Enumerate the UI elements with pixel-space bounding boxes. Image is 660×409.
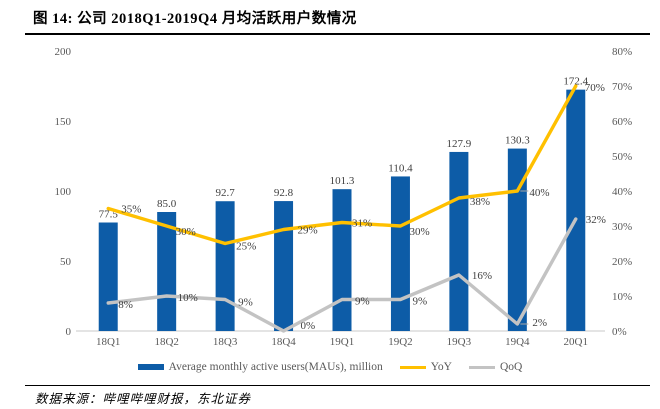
figure-title: 图 14: 公司 2018Q1-2019Q4 月均活跃用户数情况 — [33, 11, 357, 27]
bar-19Q3 — [449, 151, 469, 331]
bar-18Q1 — [98, 222, 118, 331]
x-axis-tick: 18Q1 — [96, 336, 120, 348]
footer-divider — [25, 385, 650, 386]
legend-item-yoy: YoY — [399, 361, 452, 373]
yoy-line — [106, 84, 578, 246]
x-axis-tick: 18Q2 — [154, 336, 178, 348]
yoy-line-swatch-icon — [399, 365, 426, 369]
left-axis-tick: 50 — [60, 256, 72, 268]
x-axis-tick: 18Q3 — [213, 336, 238, 348]
bar-value-label: 127.9 — [447, 138, 472, 150]
bar-20Q1 — [566, 89, 586, 331]
bar-19Q1 — [332, 189, 352, 331]
bar-value-label: 101.3 — [330, 175, 355, 187]
yoy-value-label: 35% — [121, 204, 141, 216]
right-axis-tick: 40% — [612, 186, 632, 198]
legend-label-maus: Average monthly active users(MAUs), mill… — [168, 361, 383, 373]
left-axis-tick: 200 — [55, 46, 72, 58]
x-axis-tick: 19Q4 — [505, 336, 530, 348]
right-axis-tick: 60% — [612, 116, 632, 128]
legend-item-qoq: QoQ — [468, 361, 523, 373]
legend-item-maus: Average monthly active users(MAUs), mill… — [137, 361, 383, 373]
title-divider — [25, 33, 650, 35]
x-axis-tick: 20Q1 — [564, 336, 588, 348]
bar-18Q3 — [215, 201, 235, 331]
qoq-value-label: 9% — [355, 296, 370, 308]
qoq-value-label: 32% — [586, 214, 606, 226]
right-axis-tick: 10% — [612, 291, 632, 303]
right-axis-tick: 0% — [612, 326, 627, 338]
yoy-value-label: 30% — [409, 226, 429, 238]
x-axis-tick: 19Q2 — [388, 336, 412, 348]
legend-label-yoy: YoY — [430, 361, 452, 373]
qoq-line-swatch-icon — [468, 365, 495, 369]
yoy-value-label: 29% — [298, 225, 318, 237]
x-axis-tick: 19Q3 — [447, 336, 472, 348]
maus-bar-swatch-icon — [137, 364, 164, 370]
left-axis-tick: 0 — [66, 326, 72, 338]
right-axis-tick: 30% — [612, 221, 632, 233]
yoy-value-label: 25% — [236, 241, 256, 253]
qoq-value-label: 16% — [472, 270, 492, 282]
yoy-value-label: 31% — [352, 218, 372, 230]
yoy-value-label: 38% — [470, 196, 490, 208]
bar-value-label: 110.4 — [388, 162, 413, 174]
yoy-value-label: 70% — [585, 82, 605, 94]
bar-18Q2 — [157, 212, 177, 331]
right-axis-tick: 20% — [612, 256, 632, 268]
qoq-value-label: 0% — [301, 320, 316, 332]
x-axis-tick: 19Q1 — [330, 336, 354, 348]
qoq-value-label: 9% — [412, 296, 427, 308]
right-axis-tick: 70% — [612, 81, 632, 93]
chart-legend: Average monthly active users(MAUs), mill… — [0, 361, 660, 373]
x-axis-tick: 18Q4 — [271, 336, 296, 348]
bar-18Q4 — [274, 201, 294, 331]
left-axis-tick: 100 — [55, 186, 72, 198]
bar-value-label: 92.7 — [215, 187, 235, 199]
left-axis-tick: 150 — [55, 116, 72, 128]
legend-label-qoq: QoQ — [499, 361, 523, 373]
qoq-value-label: 9% — [238, 297, 253, 309]
yoy-value-label: 40% — [529, 187, 549, 199]
yoy-value-label: 30% — [176, 226, 196, 238]
bar-19Q2 — [390, 176, 410, 331]
bar-value-label: 85.0 — [157, 198, 177, 210]
bar-19Q4 — [507, 148, 527, 331]
qoq-value-label: 8% — [118, 299, 133, 311]
qoq-value-label: 2% — [532, 317, 547, 329]
qoq-line — [106, 217, 578, 333]
combo-chart-canvas: 0 50 100 150 200 0% 10% 20% 30% 40% 50% 60% 70% 80% 18… — [55, 46, 633, 348]
bar-value-label: 172.4 — [563, 76, 588, 88]
right-axis-tick: 50% — [612, 151, 632, 163]
bar-value-label: 130.3 — [505, 135, 530, 147]
qoq-value-label: 10% — [178, 292, 198, 304]
bar-value-label: 92.8 — [274, 187, 294, 199]
right-axis-tick: 80% — [612, 46, 632, 58]
data-source: 数据来源：哔哩哔哩财报，东北证券 — [35, 392, 252, 406]
